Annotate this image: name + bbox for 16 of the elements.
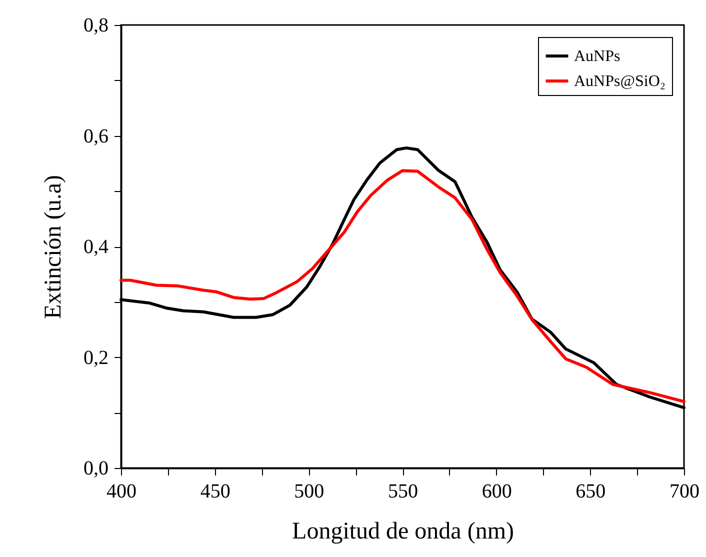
y-tick-label: 0,0 bbox=[84, 458, 108, 480]
x-axis-title: Longitud de onda (nm) bbox=[292, 518, 514, 544]
y-axis-title: Extinción (u.a) bbox=[40, 175, 66, 319]
y-tick-label: 0,2 bbox=[84, 346, 108, 369]
y-tick-label: 0,4 bbox=[84, 236, 108, 258]
x-tick-label: 450 bbox=[200, 480, 230, 502]
x-tick-label: 600 bbox=[482, 480, 512, 502]
legend-label: AuNPs@SiO₂ bbox=[574, 73, 666, 90]
y-tick-label: 0,6 bbox=[84, 125, 108, 148]
x-tick-label: 650 bbox=[576, 480, 606, 502]
x-tick-label: 500 bbox=[294, 480, 324, 502]
legend-label: AuNPs bbox=[574, 48, 620, 65]
x-tick-label: 700 bbox=[670, 480, 700, 502]
x-tick-label: 400 bbox=[106, 480, 136, 502]
x-tick-label: 550 bbox=[388, 480, 418, 502]
y-tick-label: 0,8 bbox=[84, 14, 108, 36]
